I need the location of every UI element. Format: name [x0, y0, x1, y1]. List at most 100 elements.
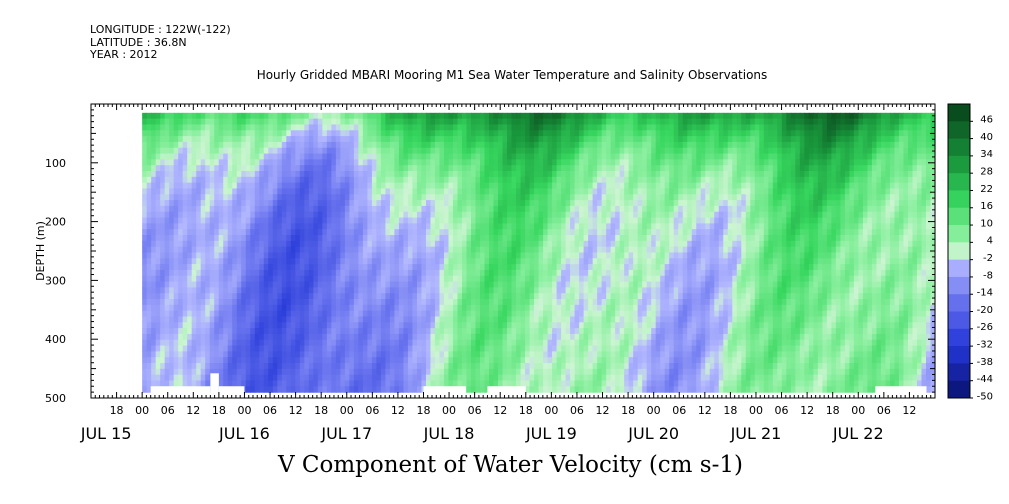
heatmap-cell	[606, 171, 612, 178]
heatmap-cell	[358, 339, 364, 347]
heatmap-cell	[304, 141, 310, 149]
heatmap-cell	[579, 386, 585, 393]
heatmap-cell	[425, 374, 432, 382]
heatmap-cell	[263, 205, 269, 213]
heatmap-cell	[187, 118, 193, 126]
heatmap-cell	[299, 153, 305, 160]
heatmap-cell	[358, 176, 364, 184]
heatmap-cell	[191, 217, 197, 224]
heatmap-cell	[191, 153, 197, 160]
heatmap-cell	[313, 205, 319, 213]
heatmap-cell	[434, 153, 441, 160]
heatmap-cell	[498, 136, 504, 143]
heatmap-cell	[416, 293, 423, 300]
heatmap-cell	[543, 217, 549, 224]
heatmap-cell	[340, 246, 346, 254]
heatmap-cell	[434, 182, 441, 190]
heatmap-cell	[597, 200, 603, 207]
heatmap-cell	[475, 147, 481, 155]
heatmap-cell	[191, 368, 197, 376]
heatmap-cell	[290, 351, 296, 358]
heatmap-cell	[601, 246, 607, 254]
heatmap-cell	[331, 141, 337, 149]
heatmap-cell	[493, 217, 499, 224]
heatmap-cell	[349, 304, 355, 312]
heatmap-cell	[263, 112, 269, 120]
heatmap-cell	[412, 339, 418, 347]
heatmap-cell	[466, 363, 472, 370]
heatmap-cell	[434, 380, 441, 387]
heatmap-cell	[547, 118, 553, 126]
heatmap-cell	[583, 211, 589, 219]
heatmap-cell	[155, 316, 161, 323]
heatmap-cell	[146, 345, 152, 352]
heatmap-cell	[353, 322, 359, 329]
heatmap-cell	[286, 217, 292, 224]
heatmap-cell	[169, 171, 175, 178]
heatmap-cell	[173, 258, 179, 265]
heatmap-cell	[155, 328, 161, 335]
heatmap-cell	[376, 252, 382, 259]
heatmap-cell	[160, 246, 166, 254]
heatmap-cell	[146, 211, 152, 219]
heatmap-cell	[461, 328, 468, 335]
heatmap-cell	[160, 182, 166, 190]
heatmap-cell	[340, 176, 346, 184]
heatmap-cell	[484, 141, 490, 149]
heatmap-cell	[480, 229, 486, 236]
heatmap-cell	[439, 357, 445, 364]
heatmap-cell	[290, 386, 296, 393]
heatmap-cell	[480, 252, 486, 259]
heatmap-cell	[502, 258, 508, 265]
heatmap-cell	[164, 339, 170, 347]
heatmap-cell	[471, 287, 477, 294]
heatmap-cell	[448, 363, 454, 370]
heatmap-cell	[232, 293, 238, 300]
heatmap-cell	[349, 188, 355, 195]
heatmap-cell	[362, 281, 368, 288]
heatmap-cell	[164, 165, 170, 172]
heatmap-cell	[606, 194, 612, 201]
heatmap-cell	[277, 118, 283, 126]
heatmap-cell	[155, 357, 161, 364]
heatmap-cell	[565, 159, 571, 166]
heatmap-cell	[583, 194, 589, 201]
heatmap-cell	[538, 246, 544, 254]
heatmap-cell	[529, 252, 535, 259]
heatmap-cell	[191, 333, 197, 341]
heatmap-cell	[439, 264, 445, 271]
heatmap-cell	[592, 310, 598, 318]
heatmap-cell	[416, 333, 423, 341]
heatmap-cell	[597, 124, 603, 131]
heatmap-cell	[169, 141, 175, 149]
heatmap-cell	[556, 159, 562, 166]
heatmap-cell	[299, 176, 305, 184]
heatmap-cell	[416, 281, 423, 288]
heatmap-cell	[218, 112, 224, 120]
heatmap-cell	[466, 223, 472, 230]
heatmap-cell	[214, 357, 220, 364]
heatmap-cell	[570, 188, 576, 195]
heatmap-cell	[259, 188, 265, 195]
heatmap-cell	[601, 171, 607, 178]
heatmap-cell	[250, 176, 256, 184]
heatmap-cell	[187, 293, 193, 300]
heatmap-cell	[579, 182, 585, 190]
heatmap-cell	[534, 252, 540, 259]
heatmap-cell	[191, 380, 197, 387]
heatmap-cell	[421, 351, 427, 358]
heatmap-cell	[263, 217, 269, 224]
heatmap-cell	[344, 176, 350, 184]
heatmap-cell	[525, 345, 531, 352]
heatmap-cell	[277, 182, 283, 190]
heatmap-cell	[317, 275, 323, 283]
heatmap-cell	[547, 188, 553, 195]
heatmap-cell	[223, 182, 229, 190]
heatmap-cell	[389, 368, 396, 376]
heatmap-cell	[160, 176, 166, 184]
heatmap-cell	[313, 287, 319, 294]
heatmap-cell	[191, 258, 197, 265]
heatmap-cell	[250, 281, 256, 288]
heatmap-cell	[155, 275, 161, 283]
heatmap-cell	[209, 182, 215, 190]
